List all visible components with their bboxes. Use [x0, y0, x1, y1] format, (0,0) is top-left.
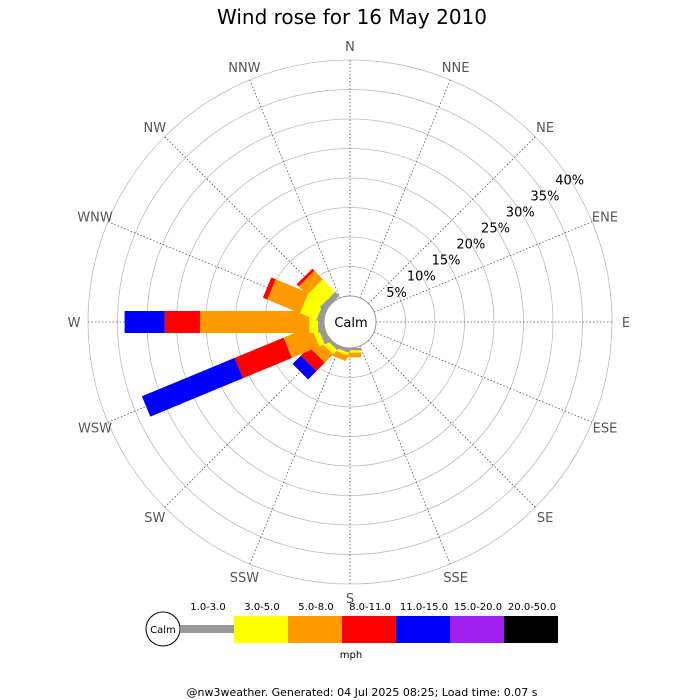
bar-nw-1.0-3.0 [319, 291, 340, 312]
legend-swatch-8.0-11.0 [342, 616, 396, 643]
percent-label: 35% [531, 189, 560, 204]
calm-circle: Calm [323, 295, 377, 349]
legend-calm-label: Calm [150, 625, 176, 636]
grid-spoke [249, 345, 341, 565]
percent-label: 20% [456, 238, 485, 253]
direction-label-ene: ENE [592, 210, 618, 225]
percent-label: 25% [481, 222, 510, 237]
direction-label-sse: SSE [443, 571, 468, 586]
direction-label-wnw: WNW [77, 210, 113, 225]
bar-nw-5.0-8.0 [298, 270, 323, 295]
legend-unit: mph [340, 650, 362, 661]
legend-bin-label: 8.0-11.0 [349, 602, 391, 613]
direction-label-n: N [345, 40, 355, 55]
direction-labels: N NNE NE ENE E ESE SE SSE S SSW SW WSW W WNW NW NNW [68, 40, 631, 607]
direction-label-nne: NNE [442, 61, 470, 76]
percent-label: 10% [407, 270, 436, 285]
legend-bin-label: 15.0-20.0 [454, 602, 502, 613]
grid-spoke [373, 221, 593, 313]
legend-bin-label: 3.0-5.0 [244, 602, 279, 613]
legend-swatch-1.0-3.0 [180, 625, 234, 633]
bar-w-11.0-15.0 [124, 311, 165, 333]
legend-swatch-20.0-50.0 [504, 616, 558, 643]
bar-nw-8.0-11.0 [296, 268, 315, 287]
direction-label-wsw: WSW [78, 422, 112, 437]
bar-wnw-5.0-8.0 [267, 279, 309, 314]
bar-w-8.0-11.0 [164, 311, 201, 333]
legend-swatch-3.0-5.0 [234, 616, 288, 643]
legend-swatch-15.0-20.0 [450, 616, 504, 643]
direction-label-nnw: NNW [228, 61, 260, 76]
bar-sw-8.0-11.0 [300, 347, 325, 372]
speed-legend: Calm 1.0-3.0 3.0-5.0 5.0-8.0 8.0-11.0 11.0-15… [145, 602, 558, 661]
wind-bars [124, 268, 361, 417]
grid-spoke [373, 331, 593, 423]
direction-label-ese: ESE [593, 422, 618, 437]
legend-bin-label: 1.0-3.0 [190, 602, 225, 613]
direction-label-sw: SW [144, 511, 165, 526]
chart-title: Wind rose for 16 May 2010 [217, 5, 487, 29]
grid-spoke [368, 340, 536, 508]
bar-w-5.0-8.0 [200, 311, 310, 333]
direction-label-ne: NE [536, 121, 554, 136]
bar-sw-11.0-15.0 [292, 355, 317, 380]
grid-spoke [249, 79, 341, 299]
legend-swatch-5.0-8.0 [288, 616, 342, 643]
grid-spoke [368, 136, 536, 304]
bar-wsw-5.0-8.0 [283, 326, 320, 358]
bar-nw-3.0-5.0 [307, 279, 336, 308]
bar-wnw-8.0-11.0 [262, 277, 276, 300]
legend-bin-label: 11.0-15.0 [400, 602, 448, 613]
direction-label-nw: NW [144, 121, 167, 136]
bar-wsw-8.0-11.0 [234, 337, 292, 379]
legend-bin-label: 20.0-50.0 [508, 602, 556, 613]
calm-ring [323, 295, 377, 349]
percent-label: 15% [432, 254, 461, 269]
footer-text: @nw3weather. Generated: 04 Jul 2025 08:2… [187, 686, 538, 699]
calm-label: Calm [334, 316, 367, 331]
direction-label-e: E [622, 316, 630, 331]
grid-spoke [164, 136, 332, 304]
bar-wsw-11.0-15.0 [141, 357, 243, 417]
grid-spoke [359, 345, 451, 565]
direction-label-ssw: SSW [230, 571, 260, 586]
legend-swatch-11.0-15.0 [396, 616, 450, 643]
direction-label-s: S [346, 592, 354, 607]
percent-labels: 5%10%15%20%25% 30%35%40% [386, 173, 584, 300]
legend-bin-label: 5.0-8.0 [298, 602, 333, 613]
percent-label: 5% [386, 286, 407, 301]
direction-label-w: W [68, 316, 81, 331]
direction-label-se: SE [537, 511, 553, 526]
percent-label: 30% [506, 205, 535, 220]
grid-spoke [359, 79, 451, 299]
percent-label: 40% [555, 173, 584, 188]
